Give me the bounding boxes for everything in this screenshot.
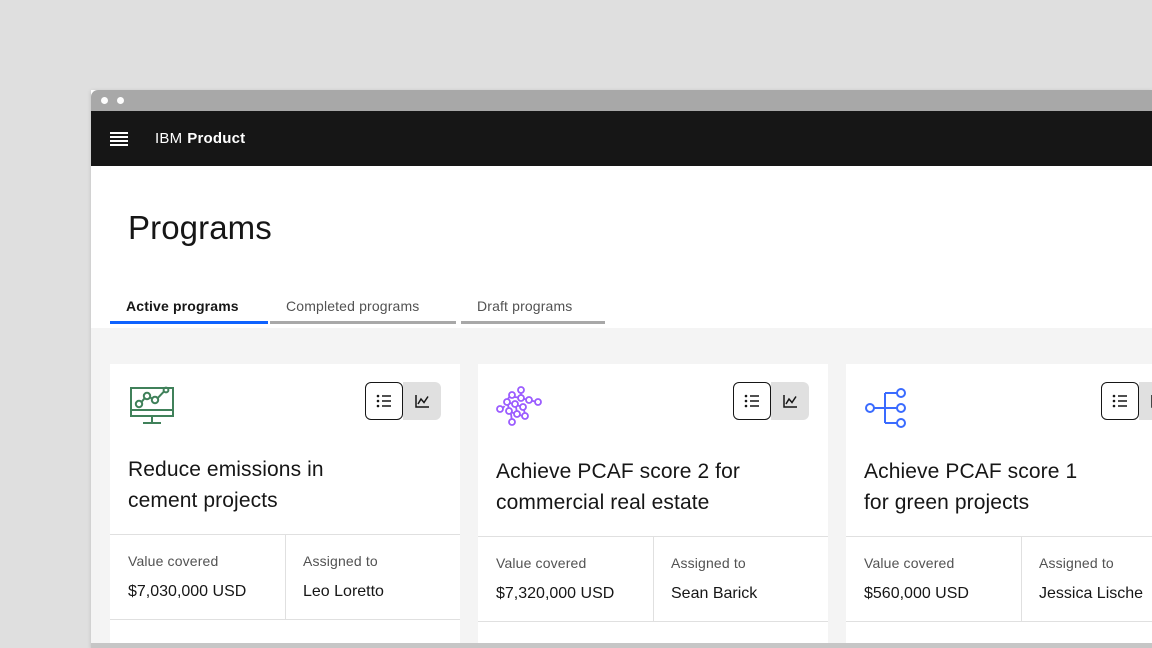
window-titlebar[interactable] <box>91 90 1152 111</box>
program-card[interactable]: Achieve PCAF score 1 for green projects … <box>846 364 1152 648</box>
brand-product-name: Product <box>187 130 246 147</box>
list-icon <box>376 394 391 408</box>
line-chart-icon <box>783 395 797 408</box>
assigned-to-field: Assigned to Leo Loretto <box>285 535 460 619</box>
molecule-network-pictogram <box>496 385 544 436</box>
value-covered-field: Value covered $7,030,000 USD <box>110 535 285 619</box>
field-value: $7,320,000 USD <box>496 585 615 602</box>
card-title: Achieve PCAF score 1 for green projects <box>864 460 1078 514</box>
card-top-row <box>846 364 1152 436</box>
card-title: Reduce emissions in cement projects <box>128 458 324 512</box>
brand-prefix: IBM <box>155 130 183 147</box>
tab-completed-programs[interactable]: Completed programs <box>270 282 456 324</box>
card-top-row <box>478 364 828 436</box>
field-label: Assigned to <box>1039 555 1114 571</box>
assigned-to-field: Assigned to Jessica Lische <box>1021 537 1152 621</box>
chart-view-button[interactable] <box>771 382 809 420</box>
field-value: $7,030,000 USD <box>128 583 247 600</box>
app-header: IBM Product <box>91 111 1152 166</box>
decision-tree-pictogram <box>864 385 910 436</box>
card-detail-row: Value covered $7,030,000 USD Assigned to… <box>110 534 460 619</box>
chart-view-button[interactable] <box>403 382 441 420</box>
field-value: Leo Loretto <box>303 583 384 600</box>
field-label: Assigned to <box>671 555 746 571</box>
card-detail-row: Value covered $7,320,000 USD Assigned to… <box>478 536 828 621</box>
window-control-dot[interactable] <box>117 97 124 104</box>
window-control-dot[interactable] <box>101 97 108 104</box>
view-mode-toggle <box>733 382 809 420</box>
field-label: Value covered <box>864 555 955 571</box>
page-header-area: Programs Active programs Completed progr… <box>91 166 1152 324</box>
field-label: Value covered <box>496 555 587 571</box>
program-card[interactable]: Achieve PCAF score 2 for commercial real… <box>478 364 828 648</box>
list-view-button[interactable] <box>365 382 403 420</box>
page-title: Programs <box>128 209 272 246</box>
list-icon <box>744 394 759 408</box>
list-view-button[interactable] <box>1101 382 1139 420</box>
menu-icon <box>110 131 128 146</box>
tab-active-programs[interactable]: Active programs <box>110 282 268 324</box>
card-title: Achieve PCAF score 2 for commercial real… <box>496 460 740 514</box>
tab-bar: Active programs Completed programs Draft… <box>110 282 1152 324</box>
menu-button[interactable] <box>110 131 128 146</box>
app-brand: IBM Product <box>155 130 245 147</box>
monitor-line-chart-pictogram <box>128 385 176 434</box>
card-top-row <box>110 364 460 434</box>
value-covered-field: Value covered $7,320,000 USD <box>478 537 653 621</box>
chart-view-button[interactable] <box>1139 382 1152 420</box>
card-detail-row: Value covered $560,000 USD Assigned to J… <box>846 536 1152 621</box>
field-value: $560,000 USD <box>864 585 969 602</box>
programs-card-grid: Reduce emissions in cement projects Valu… <box>91 328 1152 648</box>
field-label: Assigned to <box>303 553 378 569</box>
browser-window: IBM Product Programs Active programs Comp… <box>91 90 1152 648</box>
field-value: Jessica Lische <box>1039 585 1144 602</box>
horizontal-scrollbar[interactable] <box>91 643 1152 648</box>
line-chart-icon <box>415 395 429 408</box>
program-card[interactable]: Reduce emissions in cement projects Valu… <box>110 364 460 648</box>
list-view-button[interactable] <box>733 382 771 420</box>
field-value: Sean Barick <box>671 585 758 602</box>
value-covered-field: Value covered $560,000 USD <box>846 537 1021 621</box>
field-label: Value covered <box>128 553 219 569</box>
tab-draft-programs[interactable]: Draft programs <box>461 282 605 324</box>
list-icon <box>1112 394 1127 408</box>
view-mode-toggle <box>365 382 441 420</box>
assigned-to-field: Assigned to Sean Barick <box>653 537 828 621</box>
view-mode-toggle <box>1101 382 1152 420</box>
